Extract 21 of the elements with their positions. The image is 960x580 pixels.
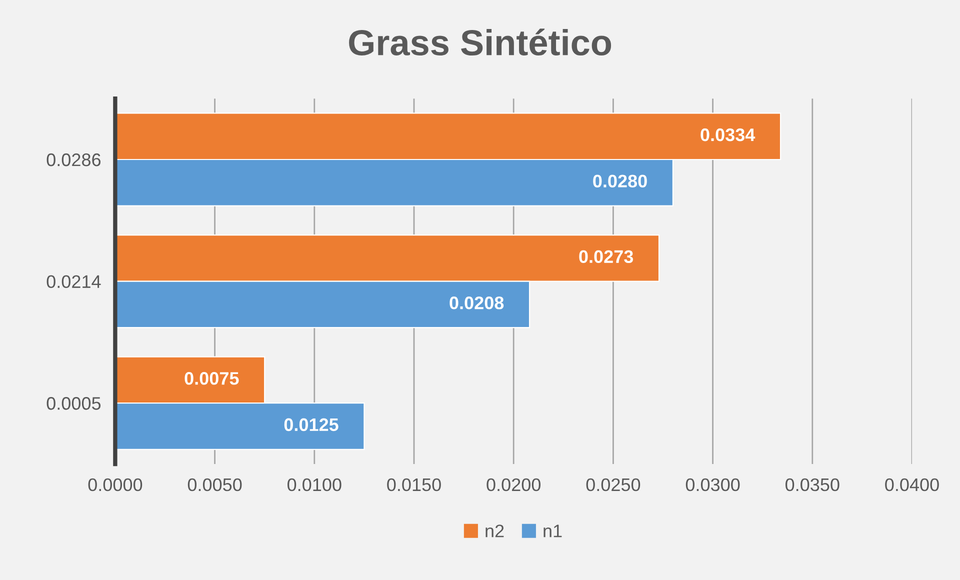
- data-label: 0.0125: [284, 418, 338, 432]
- data-label: 0.0334: [700, 128, 756, 142]
- x-tick-label: 0.0000: [88, 478, 142, 492]
- legend-label: n1: [544, 524, 562, 538]
- x-tick-label: 0.0250: [586, 478, 640, 492]
- chart-title: Grass Sintético: [349, 28, 612, 56]
- x-tick-label: 0.0400: [885, 478, 939, 492]
- x-tick-label: 0.0300: [686, 478, 740, 492]
- y-tick-label: 0.0214: [46, 275, 101, 288]
- x-tick-label: 0.0350: [785, 478, 840, 492]
- y-tick-label: 0.0005: [46, 397, 101, 410]
- y-tick-label: 0.0286: [46, 153, 101, 166]
- data-label: 0.0280: [593, 174, 647, 188]
- x-tick-label: 0.0100: [287, 478, 342, 492]
- data-label: 0.0075: [184, 372, 239, 385]
- x-tick-label: 0.0050: [188, 478, 242, 492]
- data-label: 0.0208: [450, 296, 504, 310]
- x-tick-label: 0.0150: [387, 478, 441, 492]
- data-label: 0.0273: [579, 250, 634, 264]
- x-tick-label: 0.0200: [486, 478, 541, 492]
- legend-label: n2: [486, 524, 504, 538]
